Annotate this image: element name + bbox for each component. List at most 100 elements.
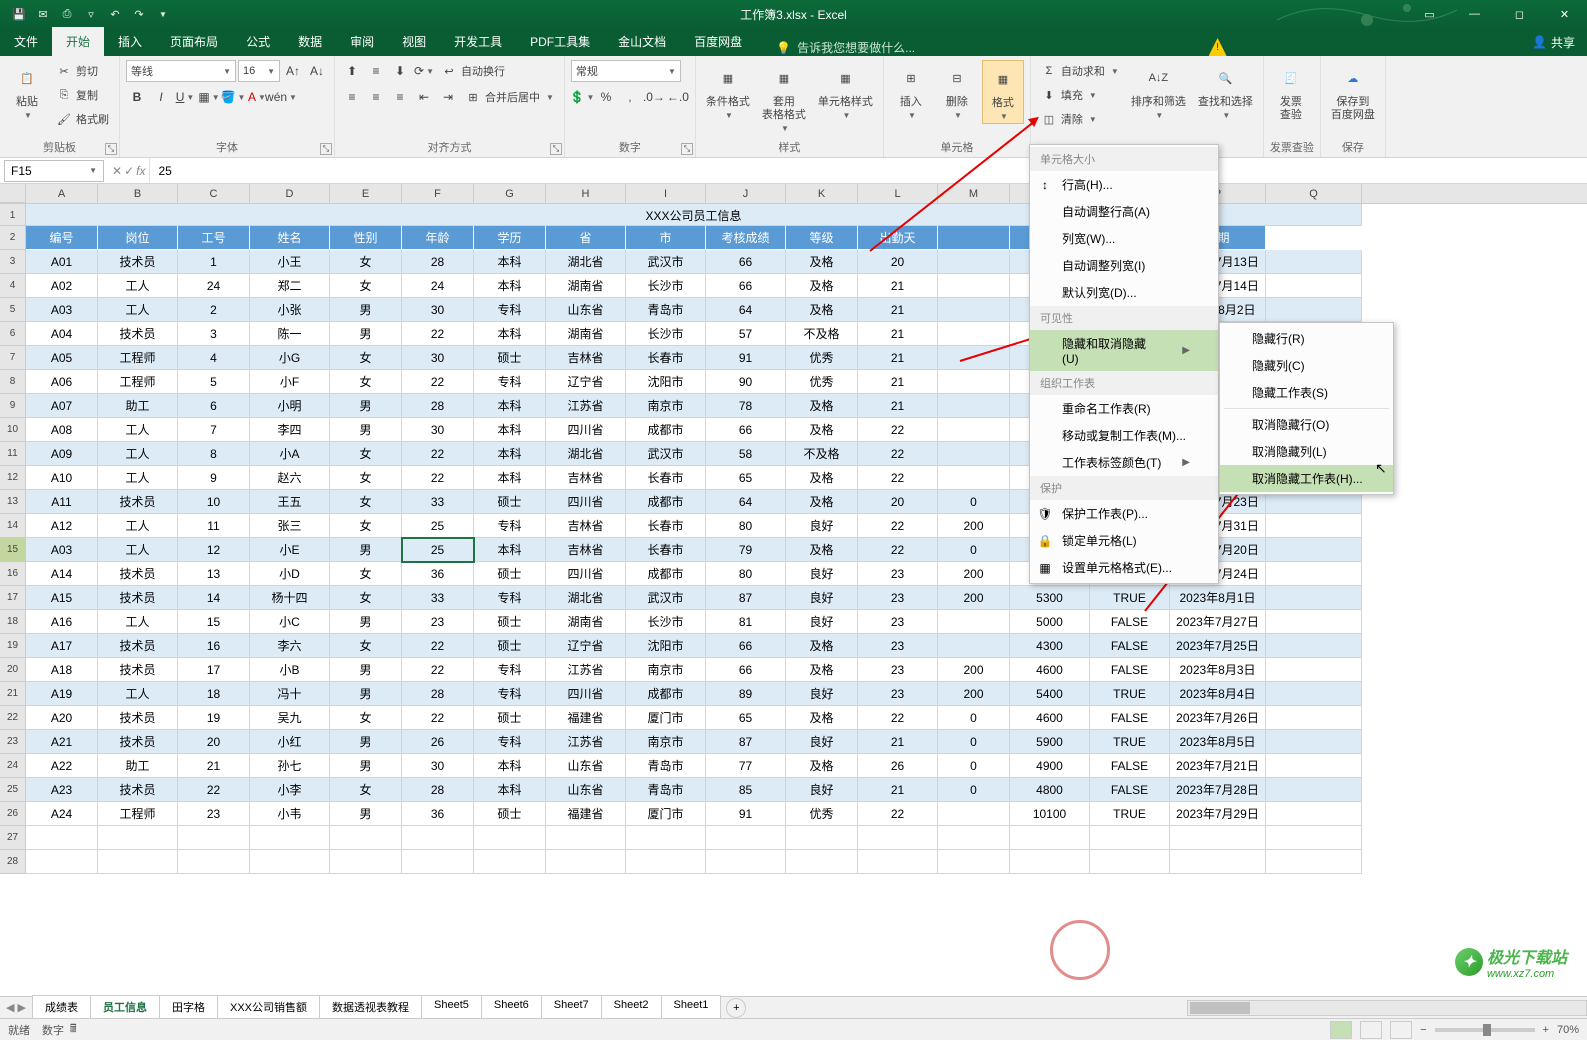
cell[interactable]: 65 bbox=[706, 466, 786, 490]
comma-icon[interactable]: , bbox=[619, 86, 641, 108]
cell[interactable]: 66 bbox=[706, 634, 786, 658]
cell[interactable] bbox=[938, 418, 1010, 442]
wrap-text-button[interactable]: ↩自动换行 bbox=[437, 60, 509, 82]
cell[interactable]: 16 bbox=[178, 634, 250, 658]
cell[interactable]: 王五 bbox=[250, 490, 330, 514]
cell[interactable]: 长沙市 bbox=[626, 322, 706, 346]
cell[interactable]: 山东省 bbox=[546, 754, 626, 778]
cell[interactable]: 8 bbox=[178, 442, 250, 466]
cell[interactable]: 26 bbox=[402, 730, 474, 754]
cell[interactable]: 80 bbox=[706, 514, 786, 538]
cell[interactable] bbox=[402, 850, 474, 874]
ribbon-tab-0[interactable]: 文件 bbox=[0, 27, 52, 56]
cell[interactable] bbox=[1266, 850, 1362, 874]
cell[interactable]: 江苏省 bbox=[546, 394, 626, 418]
col-header[interactable]: E bbox=[330, 184, 402, 203]
cell[interactable]: FALSE bbox=[1090, 706, 1170, 730]
cell[interactable]: 本科 bbox=[474, 466, 546, 490]
cell[interactable]: 女 bbox=[330, 466, 402, 490]
cell[interactable]: 本科 bbox=[474, 322, 546, 346]
cell[interactable]: 湖北省 bbox=[546, 442, 626, 466]
cell[interactable]: 及格 bbox=[786, 418, 858, 442]
cell[interactable]: 21 bbox=[858, 298, 938, 322]
cell[interactable] bbox=[626, 826, 706, 850]
cell[interactable] bbox=[1266, 514, 1362, 538]
row-header[interactable]: 21 bbox=[0, 682, 26, 706]
cell[interactable]: 硕士 bbox=[474, 562, 546, 586]
cell[interactable]: 技术员 bbox=[98, 562, 178, 586]
col-header[interactable]: I bbox=[626, 184, 706, 203]
cell[interactable]: 4300 bbox=[1010, 634, 1090, 658]
cell[interactable]: 青岛市 bbox=[626, 298, 706, 322]
cell[interactable]: A02 bbox=[26, 274, 98, 298]
cell[interactable] bbox=[938, 442, 1010, 466]
cell[interactable]: 64 bbox=[706, 298, 786, 322]
cell[interactable]: 良好 bbox=[786, 586, 858, 610]
cell[interactable]: 28 bbox=[402, 778, 474, 802]
menu-item[interactable]: 移动或复制工作表(M)... bbox=[1030, 422, 1218, 449]
cell[interactable]: 及格 bbox=[786, 658, 858, 682]
cell[interactable]: 成都市 bbox=[626, 682, 706, 706]
cell[interactable]: 硕士 bbox=[474, 490, 546, 514]
paste-button[interactable]: 📋 粘贴 ▼ bbox=[6, 60, 48, 122]
cell[interactable] bbox=[250, 850, 330, 874]
cell[interactable]: 江苏省 bbox=[546, 658, 626, 682]
cell[interactable]: A15 bbox=[26, 586, 98, 610]
cell[interactable]: TRUE bbox=[1090, 730, 1170, 754]
row-header[interactable]: 25 bbox=[0, 778, 26, 802]
menu-item[interactable]: 默认列宽(D)... bbox=[1030, 279, 1218, 306]
invoice-check-button[interactable]: 🧾发票 查验 bbox=[1270, 60, 1312, 124]
cell[interactable]: 2023年7月26日 bbox=[1170, 706, 1266, 730]
normal-view-button[interactable] bbox=[1330, 1021, 1352, 1039]
cell[interactable] bbox=[1010, 850, 1090, 874]
cell[interactable]: 23 bbox=[858, 610, 938, 634]
cell[interactable]: 及格 bbox=[786, 466, 858, 490]
cell[interactable]: 工程师 bbox=[98, 346, 178, 370]
cell[interactable]: 2023年8月1日 bbox=[1170, 586, 1266, 610]
cell[interactable]: 良好 bbox=[786, 562, 858, 586]
cell[interactable]: 山东省 bbox=[546, 298, 626, 322]
cell[interactable] bbox=[938, 226, 1010, 250]
cell[interactable]: 技术员 bbox=[98, 778, 178, 802]
cell[interactable]: 厦门市 bbox=[626, 802, 706, 826]
cell[interactable] bbox=[474, 826, 546, 850]
cell[interactable]: 工人 bbox=[98, 274, 178, 298]
cell[interactable]: 2023年7月27日 bbox=[1170, 610, 1266, 634]
decrease-font-icon[interactable]: A↓ bbox=[306, 60, 328, 82]
row-header[interactable]: 11 bbox=[0, 442, 26, 466]
row-header[interactable]: 28 bbox=[0, 850, 26, 874]
row-header[interactable]: 7 bbox=[0, 346, 26, 370]
cell[interactable] bbox=[474, 850, 546, 874]
cell[interactable]: 30 bbox=[402, 298, 474, 322]
menu-item[interactable]: ↕行高(H)... bbox=[1030, 171, 1218, 198]
row-header[interactable]: 9 bbox=[0, 394, 26, 418]
cell[interactable]: 工程师 bbox=[98, 370, 178, 394]
cell[interactable] bbox=[938, 802, 1010, 826]
cell[interactable]: TRUE bbox=[1090, 682, 1170, 706]
cell[interactable]: 女 bbox=[330, 778, 402, 802]
ribbon-tab-5[interactable]: 数据 bbox=[284, 27, 336, 56]
cell[interactable] bbox=[626, 850, 706, 874]
cell[interactable]: 硕士 bbox=[474, 610, 546, 634]
col-header[interactable]: C bbox=[178, 184, 250, 203]
cell[interactable]: 小D bbox=[250, 562, 330, 586]
cell[interactable]: 21 bbox=[858, 778, 938, 802]
cell[interactable]: 36 bbox=[402, 802, 474, 826]
find-select-button[interactable]: 🔍查找和选择▼ bbox=[1194, 60, 1257, 122]
cell[interactable]: 女 bbox=[330, 346, 402, 370]
cell[interactable]: A23 bbox=[26, 778, 98, 802]
col-header[interactable]: J bbox=[706, 184, 786, 203]
submenu-item[interactable]: 隐藏工作表(S) bbox=[1220, 379, 1393, 406]
cell[interactable]: 武汉市 bbox=[626, 586, 706, 610]
cell[interactable]: 22 bbox=[402, 322, 474, 346]
cell[interactable]: 21 bbox=[858, 346, 938, 370]
cell[interactable]: 30 bbox=[402, 346, 474, 370]
submenu-item[interactable]: 取消隐藏行(O) bbox=[1220, 411, 1393, 438]
cell[interactable]: 专科 bbox=[474, 586, 546, 610]
row-header[interactable]: 27 bbox=[0, 826, 26, 850]
cell[interactable]: 工人 bbox=[98, 466, 178, 490]
cell[interactable]: 及格 bbox=[786, 274, 858, 298]
cell[interactable]: 15 bbox=[178, 610, 250, 634]
enter-formula-icon[interactable]: ✓ bbox=[124, 164, 134, 178]
cell[interactable] bbox=[938, 634, 1010, 658]
